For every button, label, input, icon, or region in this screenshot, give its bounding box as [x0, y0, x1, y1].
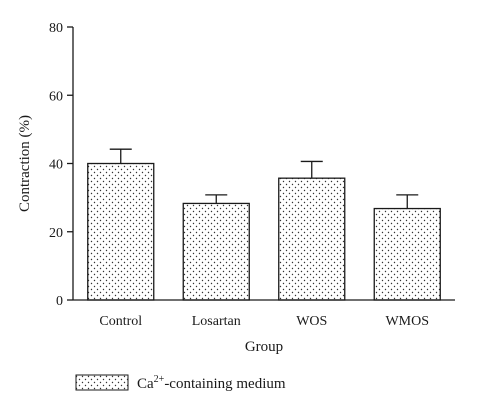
y-tick-label: 0: [56, 294, 63, 309]
x-tick-label: WMOS: [385, 314, 429, 329]
bars-layer: [87, 162, 441, 301]
x-tick-labels: Control Losartan WOS WMOS: [99, 314, 429, 329]
error-bar-wos: [300, 160, 323, 179]
legend-swatch: [75, 374, 129, 391]
x-tick-label: Control: [99, 314, 142, 329]
bar-wmos: [373, 207, 441, 301]
error-bars-layer: [109, 148, 419, 209]
y-tick-label: 80: [49, 21, 63, 36]
legend-label-rest: -containing medium: [164, 376, 286, 392]
error-bar-control: [109, 148, 132, 164]
x-axis-title: Group: [245, 339, 283, 355]
bar-control: [87, 162, 155, 301]
y-tick-label: 60: [49, 89, 63, 104]
y-tick-label: 40: [49, 158, 63, 173]
legend-label: Ca2+-containing medium: [137, 374, 286, 392]
error-bar-losartan: [205, 194, 228, 204]
y-tick-label: 20: [49, 226, 63, 241]
x-tick-label: WOS: [296, 314, 327, 329]
legend-label-base: Ca: [137, 376, 154, 392]
legend: Ca2+-containing medium: [75, 374, 286, 392]
bar-wos: [278, 177, 346, 301]
legend-label-superscript: 2+: [154, 374, 165, 385]
bar-losartan: [182, 202, 250, 301]
error-bar-wmos: [396, 194, 419, 209]
y-ticks: 0 20 40 60 80: [49, 21, 73, 309]
x-tick-label: Losartan: [192, 314, 241, 329]
y-axis-title: Contraction (%): [17, 115, 33, 212]
